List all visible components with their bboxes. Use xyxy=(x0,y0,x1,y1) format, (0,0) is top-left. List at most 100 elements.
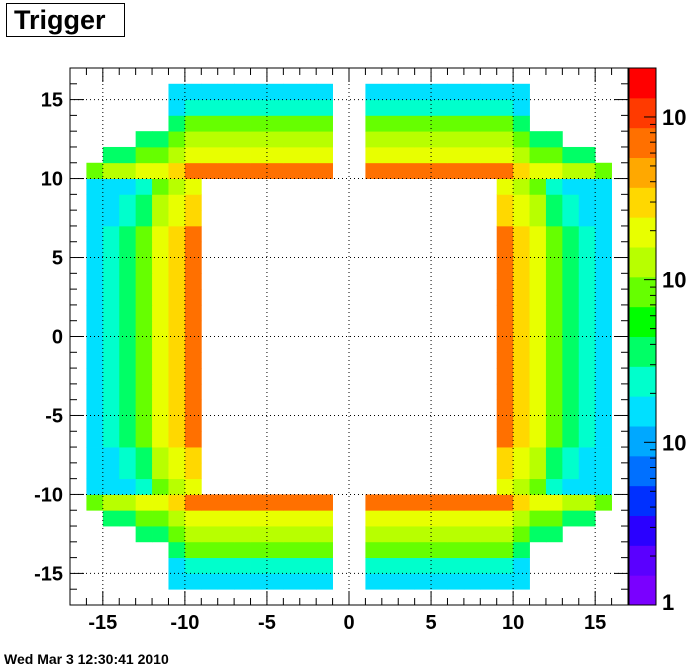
heatmap-cell xyxy=(250,557,268,574)
heatmap-cell xyxy=(480,115,498,132)
heatmap-cell xyxy=(184,368,202,385)
heatmap-cell xyxy=(266,146,284,164)
heatmap-cell xyxy=(578,415,596,432)
heatmap-cell xyxy=(578,399,596,416)
heatmap-cell xyxy=(496,225,514,243)
heatmap-cell xyxy=(496,526,514,543)
heatmap-cell xyxy=(496,241,514,258)
heatmap-cell xyxy=(365,526,383,543)
heatmap-cell xyxy=(562,178,580,195)
heatmap-cell xyxy=(86,447,104,464)
heatmap-cell xyxy=(102,210,120,227)
heatmap-cell xyxy=(513,431,530,448)
heatmap-cell xyxy=(102,415,120,432)
heatmap-cell xyxy=(152,178,169,195)
heatmap-cell xyxy=(496,557,514,574)
heatmap-cell xyxy=(135,510,153,527)
heatmap-cell xyxy=(431,494,448,511)
heatmap-cells xyxy=(86,83,612,590)
heatmap-cell xyxy=(266,131,284,148)
heatmap-cell xyxy=(381,541,399,559)
heatmap-cell xyxy=(513,99,530,116)
heatmap-cell xyxy=(578,273,596,290)
heatmap-cell xyxy=(119,241,137,258)
heatmap-cell xyxy=(135,162,153,179)
heatmap-cell xyxy=(513,368,530,385)
heatmap-cell xyxy=(250,83,268,100)
heatmap-cell xyxy=(545,431,563,448)
heatmap-cell xyxy=(152,510,169,527)
heatmap-cell xyxy=(316,557,333,574)
heatmap-cell xyxy=(168,526,186,543)
heatmap-cell xyxy=(529,383,547,401)
heatmap-cell xyxy=(86,210,104,227)
heatmap-cell xyxy=(398,541,416,559)
x-tick-label: 10 xyxy=(502,612,524,634)
heatmap-cell xyxy=(234,99,251,116)
heatmap-cell xyxy=(398,162,416,179)
heatmap-cell xyxy=(381,146,399,164)
heatmap-cell xyxy=(250,573,268,590)
heatmap-cell xyxy=(266,494,284,511)
heatmap-cell xyxy=(135,526,153,543)
heatmap-cell xyxy=(168,241,186,258)
heatmap-cell xyxy=(562,368,580,385)
heatmap-cell xyxy=(414,573,432,590)
heatmap-cell xyxy=(201,131,219,148)
heatmap-cell xyxy=(234,162,251,179)
x-tick-label: -5 xyxy=(258,612,276,634)
heatmap-cell xyxy=(168,510,186,527)
y-tick-label: 10 xyxy=(41,169,63,191)
heatmap-cell xyxy=(365,83,383,100)
heatmap-cell xyxy=(414,83,432,100)
heatmap-cell xyxy=(86,257,104,274)
heatmap-cell xyxy=(595,431,612,448)
heatmap-cell xyxy=(545,210,563,227)
heatmap-cell xyxy=(152,320,169,337)
heatmap-cell xyxy=(217,510,235,527)
heatmap-cell xyxy=(168,194,186,211)
heatmap-cell xyxy=(201,573,219,590)
heatmap-cell xyxy=(86,399,104,416)
heatmap-cell xyxy=(414,526,432,543)
colorbar-swatch xyxy=(629,157,656,188)
heatmap-cell xyxy=(283,526,301,543)
heatmap-cell xyxy=(545,526,563,543)
heatmap-cell xyxy=(168,478,186,495)
heatmap-cell xyxy=(152,225,169,243)
heatmap-cell xyxy=(496,462,514,480)
heatmap-cell xyxy=(480,131,498,148)
heatmap-cell xyxy=(529,447,547,464)
heatmap-cell xyxy=(545,352,563,369)
heatmap-cell xyxy=(480,494,498,511)
heatmap-cell xyxy=(86,368,104,385)
heatmap-cell xyxy=(299,131,317,148)
heatmap-cell xyxy=(168,273,186,290)
heatmap-cell xyxy=(365,494,383,511)
heatmap-cell xyxy=(513,573,530,590)
heatmap-cell xyxy=(168,352,186,369)
heatmap-cell xyxy=(578,383,596,401)
colorbar-swatch xyxy=(629,68,656,99)
heatmap-cell xyxy=(463,146,481,164)
heatmap-cell xyxy=(184,383,202,401)
heatmap-cell xyxy=(513,383,530,401)
heatmap-cell xyxy=(578,162,596,179)
heatmap-cell xyxy=(513,320,530,337)
heatmap-cell xyxy=(184,541,202,559)
heatmap-cell xyxy=(595,162,612,179)
heatmap-cell xyxy=(102,194,120,211)
heatmap-cell xyxy=(86,304,104,322)
heatmap-cell xyxy=(266,573,284,590)
colorbar-swatch xyxy=(629,455,656,487)
heatmap-cell xyxy=(562,273,580,290)
heatmap-cell xyxy=(463,131,481,148)
heatmap-cell xyxy=(316,162,333,179)
heatmap-cell xyxy=(431,541,448,559)
heatmap-cell xyxy=(513,273,530,290)
heatmap-cell xyxy=(545,131,563,148)
heatmap-cell xyxy=(102,431,120,448)
heatmap-cell xyxy=(184,526,202,543)
heatmap-cell xyxy=(184,83,202,100)
y-tick-label: -10 xyxy=(34,484,63,506)
